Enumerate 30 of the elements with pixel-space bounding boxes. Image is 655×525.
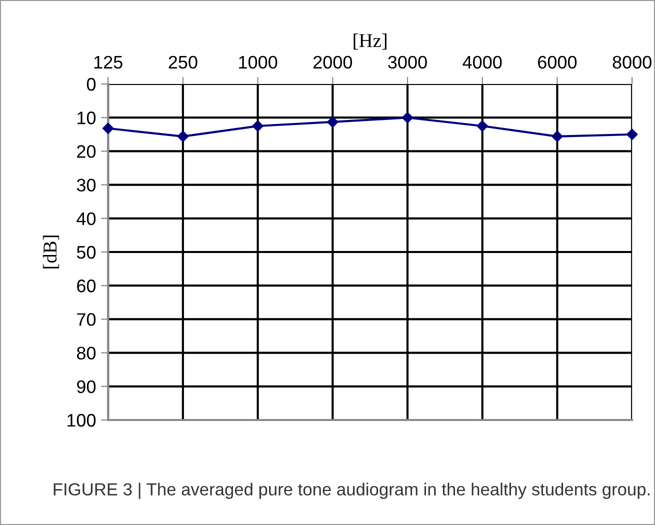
y-tick-label: 20 <box>77 145 96 158</box>
y-tick-label: 30 <box>76 178 96 192</box>
x-tick-label: 125 <box>94 56 122 69</box>
point <box>626 128 638 140</box>
point <box>402 112 414 124</box>
x-tick-label: 1000 <box>239 56 278 69</box>
point <box>252 120 264 132</box>
y-tick-label: 50 <box>76 246 96 259</box>
x-tick-label: 6000 <box>538 56 577 69</box>
x-tick-label: 8000 <box>612 56 652 69</box>
y-tick-label: 60 <box>77 280 96 292</box>
x-tick-label: 4000 <box>462 56 502 69</box>
point <box>177 130 189 142</box>
y-tick-label: 70 <box>77 313 96 326</box>
x-tick-label: 250 <box>168 56 198 69</box>
caption: FIGURE 3 | The averaged pure tone audiogram in the healthy students group. <box>54 482 650 500</box>
x-axis-title: [Hz] <box>354 34 386 50</box>
y-axis-title: [dB] <box>42 236 60 268</box>
y-tick-label: 0 <box>86 78 96 91</box>
y-tick-label: 10 <box>78 112 96 124</box>
point <box>552 130 563 142</box>
point <box>327 116 338 128</box>
y-tick-label: 40 <box>76 212 96 226</box>
y-tick-label: 80 <box>76 346 96 360</box>
x-tick-label: 2000 <box>313 56 352 69</box>
y-tick-label: 100 <box>68 414 96 427</box>
x-tick-label: 3000 <box>388 56 427 69</box>
y-tick-label: 90 <box>77 380 96 394</box>
point <box>476 120 488 132</box>
point <box>102 122 114 134</box>
